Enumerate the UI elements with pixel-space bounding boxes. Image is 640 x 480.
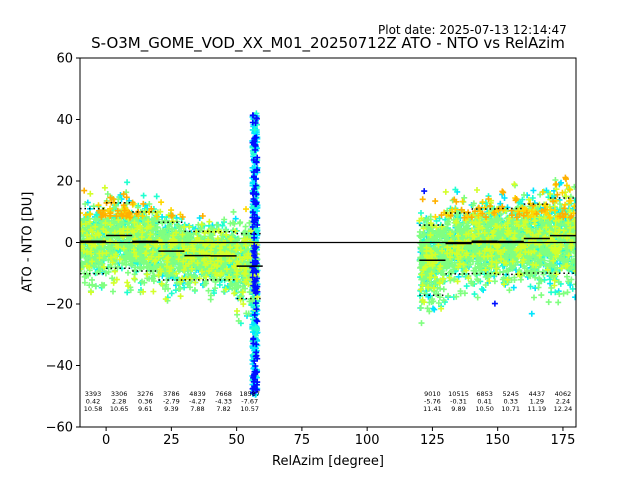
x-tick-label: 175 xyxy=(551,433,576,448)
bin-label: 9010 xyxy=(424,390,441,398)
bin-label: 3393 xyxy=(85,390,102,398)
x-tick-label: 25 xyxy=(163,433,180,448)
bin-label: 12.24 xyxy=(554,405,573,413)
bin-label: 10.58 xyxy=(84,405,103,413)
y-axis-label: ATO - NTO [DU] xyxy=(20,191,36,293)
bin-label: 7.88 xyxy=(190,405,204,413)
bin-label: -7.67 xyxy=(241,398,258,406)
bin-label: 11.19 xyxy=(528,405,547,413)
x-axis-label: RelAzim [degree] xyxy=(272,454,384,469)
bin-label: -4.27 xyxy=(189,398,206,406)
bin-label: -0.31 xyxy=(450,398,467,406)
scatter-points xyxy=(80,110,576,398)
bin-label: 6853 xyxy=(476,390,493,398)
bin-label: 0.36 xyxy=(138,398,152,406)
bin-label: 18587 xyxy=(239,390,260,398)
bin-label: -2.79 xyxy=(163,398,180,406)
bin-label: 1.29 xyxy=(530,398,544,406)
bin-label: 5245 xyxy=(502,390,519,398)
bin-label: 11.41 xyxy=(423,405,442,413)
bin-label: 10515 xyxy=(448,390,469,398)
scatter-marker-group xyxy=(249,112,498,397)
y-tick-label: 60 xyxy=(56,52,73,67)
bin-label: 3276 xyxy=(137,390,154,398)
bin-label: 3786 xyxy=(163,390,180,398)
y-axis-ticks: −60 −40 −20 0 20 40 60 xyxy=(46,52,80,436)
y-tick-label: −60 xyxy=(46,421,73,436)
bin-label: 0.42 xyxy=(86,398,100,406)
bin-label: 0.41 xyxy=(477,398,491,406)
x-tick-label: 75 xyxy=(294,433,311,448)
bin-label: 2.28 xyxy=(112,398,126,406)
bin-label: 9.89 xyxy=(451,405,465,413)
x-tick-label: 150 xyxy=(485,433,510,448)
bin-label: 9.61 xyxy=(138,405,152,413)
chart-title: S-O3M_GOME_VOD_XX_M01_20250712Z ATO - NT… xyxy=(91,34,565,52)
bin-label: 10.57 xyxy=(240,405,259,413)
bin-label: 9.39 xyxy=(164,405,178,413)
bin-label: 3306 xyxy=(111,390,128,398)
y-tick-label: 40 xyxy=(56,113,73,128)
bin-label: 2.24 xyxy=(556,398,570,406)
plot-date: Plot date: 2025-07-13 12:14:47 xyxy=(378,23,567,37)
bin-label: 4839 xyxy=(189,390,206,398)
x-tick-label: 100 xyxy=(355,433,380,448)
x-tick-label: 0 xyxy=(102,433,110,448)
bin-label: 4437 xyxy=(529,390,546,398)
bin-label: 0.33 xyxy=(503,398,517,406)
x-tick-label: 50 xyxy=(228,433,245,448)
bin-label: 10.50 xyxy=(475,405,494,413)
bin-label: 7668 xyxy=(215,390,232,398)
y-tick-label: −20 xyxy=(46,298,73,313)
bin-label: 10.65 xyxy=(110,405,129,413)
x-axis-ticks: 0 25 50 75 100 125 150 175 xyxy=(102,427,575,448)
bin-label: -5.76 xyxy=(424,398,441,406)
bin-statistics xyxy=(80,197,576,300)
bin-label: 7.82 xyxy=(216,405,230,413)
bin-label: -4.33 xyxy=(215,398,232,406)
bin-label: 10.71 xyxy=(501,405,520,413)
x-tick-label: 125 xyxy=(420,433,445,448)
y-tick-label: 0 xyxy=(65,236,73,251)
y-tick-label: 20 xyxy=(56,175,73,190)
bin-label: 4062 xyxy=(555,390,572,398)
y-tick-label: −40 xyxy=(46,359,73,374)
